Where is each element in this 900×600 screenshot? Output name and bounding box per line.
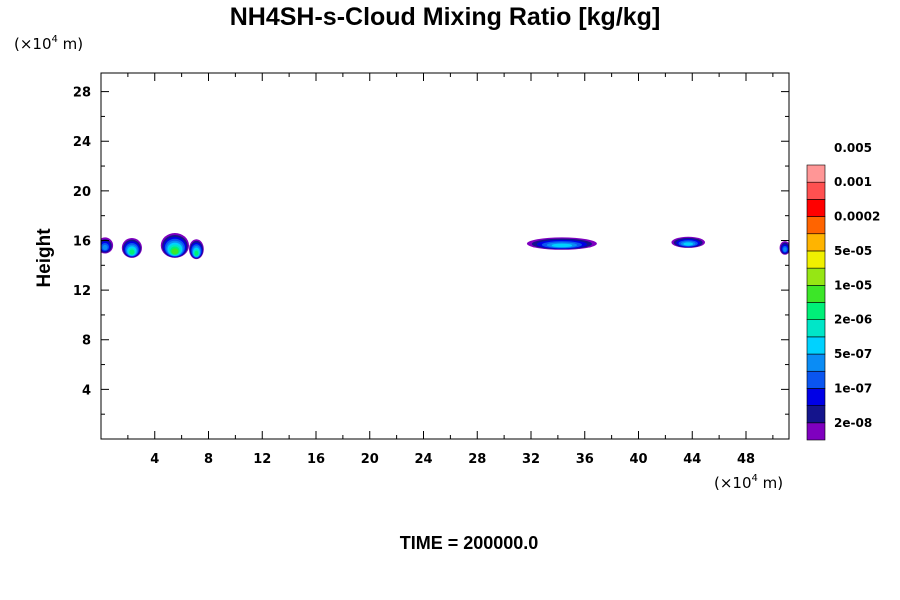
x-tick-label: 48 (737, 452, 755, 467)
colorbar-swatch (806, 199, 826, 217)
cloud-blob (779, 241, 789, 255)
plot-area (101, 233, 789, 260)
colorbar-swatch (806, 216, 826, 235)
contour-level-4 (783, 247, 787, 252)
colorbar-swatch (806, 164, 826, 183)
cloud-blob (671, 236, 706, 248)
y-axis-unit: (×104 m) (14, 34, 83, 53)
y-tick-label: 28 (73, 86, 91, 101)
contour-level-7 (194, 250, 199, 256)
x-tick-label: 32 (522, 452, 540, 467)
x-tick-label: 28 (468, 452, 486, 467)
cloud-blob (121, 238, 142, 258)
colorbar-swatch (806, 405, 826, 424)
x-tick-label: 8 (204, 452, 213, 467)
colorbar-label: 2e-08 (834, 416, 872, 430)
colorbar-swatch (806, 336, 826, 355)
colorbar-swatch (806, 388, 826, 406)
x-tick-label: 24 (414, 452, 432, 467)
y-axis: 4 8 12 16 20 24 28 (73, 86, 789, 415)
y-tick-label: 20 (73, 185, 91, 200)
x-tick-label: 12 (253, 452, 271, 467)
x-tick-label: 36 (576, 452, 594, 467)
colorbar-label: 5e-07 (834, 347, 872, 361)
chart-title: NH4SH-s-Cloud Mixing Ratio [kg/kg] (230, 3, 661, 31)
colorbar-swatch (806, 181, 826, 200)
contour-level-4 (102, 244, 108, 250)
colorbar-label: 0.001 (834, 175, 872, 189)
y-tick-label: 8 (82, 334, 91, 349)
y-tick-label: 24 (73, 135, 91, 150)
contour-level-5 (683, 242, 694, 246)
x-axis: 4 8 12 16 20 24 28 32 36 40 44 48 (127, 73, 774, 467)
cloud-blob (189, 239, 204, 260)
colorbar-swatch (806, 422, 826, 441)
colorbar-label: 0.0002 (834, 210, 880, 224)
contour-level-8 (171, 248, 179, 255)
contour-level-5 (551, 243, 573, 248)
y-tick-label: 4 (82, 383, 91, 398)
contour-level-7 (129, 249, 135, 255)
y-tick-label: 16 (73, 234, 91, 249)
colorbar-swatch (806, 370, 826, 389)
colorbar-label: 1e-05 (834, 278, 872, 292)
colorbar-label: 0.005 (834, 141, 872, 155)
plot-frame (100, 72, 790, 440)
y-axis-label: Height (34, 228, 55, 288)
cloud-blob (101, 237, 114, 254)
colorbar-swatch (806, 302, 826, 320)
colorbar-label: 2e-06 (834, 313, 872, 327)
colorbar-swatch (806, 319, 826, 338)
x-tick-label: 40 (629, 452, 647, 467)
colorbar-label: 1e-07 (834, 381, 872, 395)
cloud-blob (160, 233, 190, 258)
colorbar-swatch (806, 353, 826, 372)
x-tick-label: 20 (361, 452, 379, 467)
cloud-blob (526, 237, 597, 250)
colorbar-label: 5e-05 (834, 244, 872, 258)
colorbar-swatch (806, 267, 826, 286)
x-tick-label: 16 (307, 452, 325, 467)
x-tick-label: 4 (150, 452, 159, 467)
time-label: TIME = 200000.0 (400, 533, 539, 553)
colorbar-swatch (806, 285, 826, 303)
colorbar-swatch (806, 233, 826, 252)
x-axis-unit: (×104 m) (714, 473, 783, 492)
colorbar: 2e-08 1e-07 5e-07 2e-06 1e-05 5e-05 0.0002 0.00… (806, 141, 880, 441)
y-tick-label: 12 (73, 284, 91, 299)
x-tick-label: 44 (683, 452, 701, 467)
colorbar-swatch (806, 250, 826, 269)
